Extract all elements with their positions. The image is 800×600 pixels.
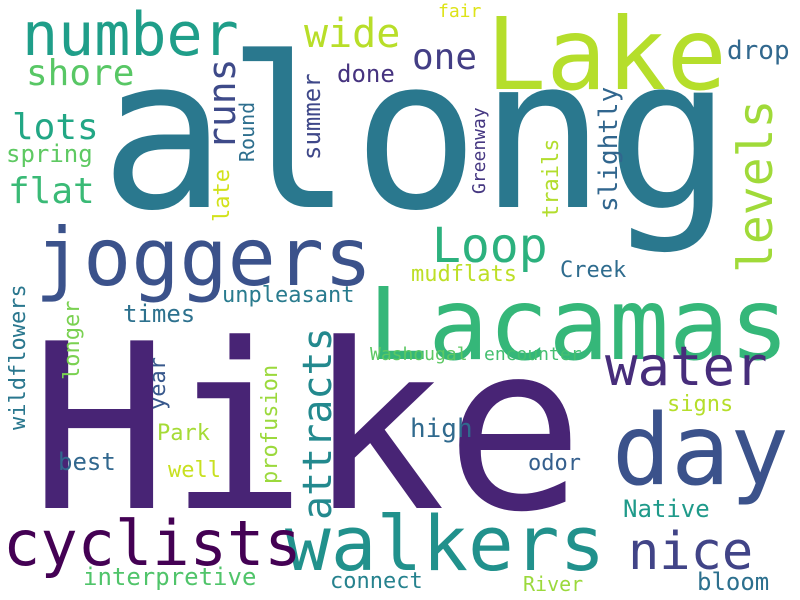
word-round: Round [235,101,259,162]
word-number: number [22,0,239,70]
word-signs: signs [667,392,734,417]
word-day: day [612,394,790,508]
word-late: late [210,169,235,222]
word-done: done [337,60,395,88]
word-water: water [605,335,768,398]
word-mudflats: mudflats [411,262,517,287]
word-levels: levels [728,99,784,273]
word-walkers: walkers [285,499,606,588]
word-interpretive: interpretive [83,563,257,591]
word-encounter: encounter [484,344,582,365]
word-bloom: bloom [697,568,770,596]
word-odor: odor [528,451,581,476]
word-lacamas: Lacamas [368,266,790,383]
word-spring: spring [6,140,93,168]
word-attracts: attracts [295,327,341,520]
word-wildflowers: wildflowers [6,284,31,430]
word-profusion: profusion [258,364,283,484]
word-times: times [123,300,196,328]
word-best: best [58,448,116,476]
word-fair: fair [438,1,482,22]
word-drop: drop [727,36,790,66]
word-one: one [412,37,478,78]
word-high: high [410,414,473,444]
word-hike: Hike [30,296,584,563]
word-summer: summer [298,73,326,160]
word-native: Native [623,495,710,523]
word-shore: shore [26,53,135,94]
word-loop: Loop [432,218,548,274]
word-creek: Creek [560,258,627,283]
word-well: well [168,458,221,483]
word-cyclists: cyclists [3,507,302,580]
word-trails: trails [539,138,564,218]
word-greenway: Greenway [469,107,490,194]
word-slightly: slightly [594,86,624,212]
word-lake: Lake [486,0,727,113]
word-longer: longer [60,300,85,380]
word-river: River [523,572,584,596]
word-washougal: Washougal [370,344,468,365]
word-joggers: joggers [35,211,373,304]
word-year: year [146,357,171,410]
word-wide: wide [304,11,401,57]
word-lots: lots [12,107,99,148]
word-flat: flat [8,171,95,212]
word-connect: connect [330,569,423,594]
word-unpleasant: unpleasant [222,283,355,308]
word-park: Park [157,421,210,446]
word-along: along [100,12,733,257]
word-nice: nice [628,522,754,582]
